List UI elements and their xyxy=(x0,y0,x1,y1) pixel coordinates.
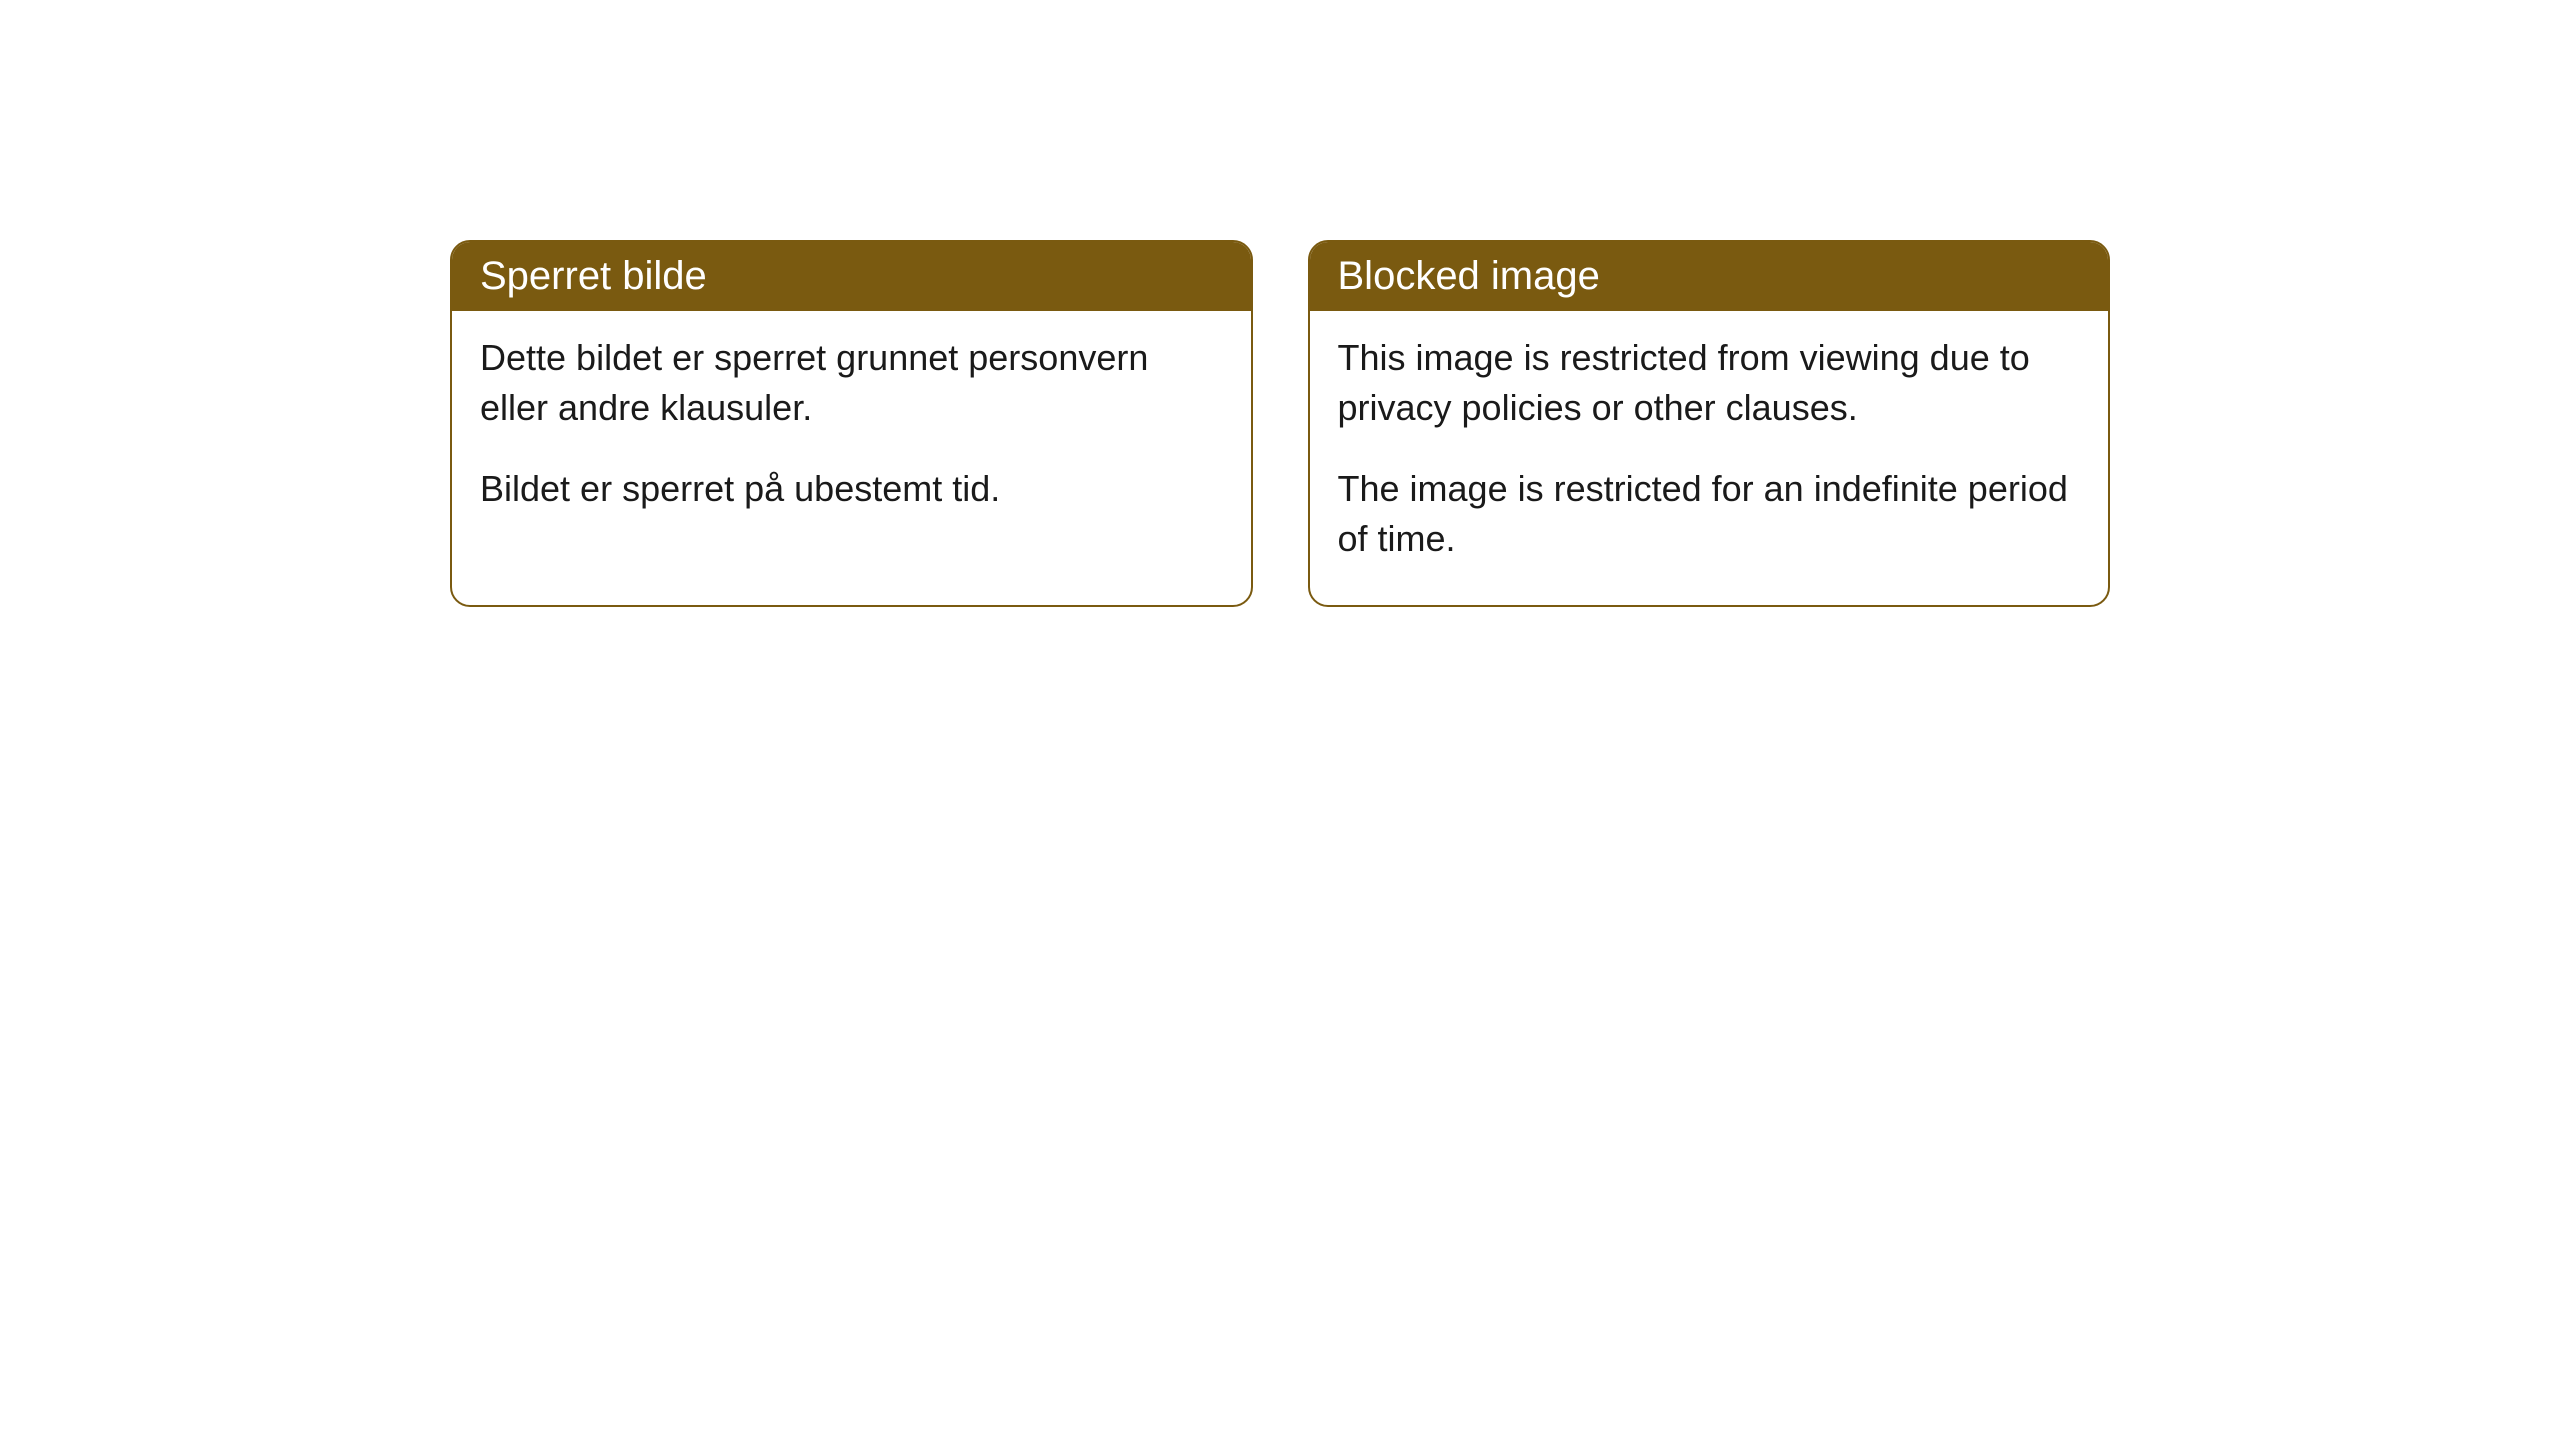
card-body: Dette bildet er sperret grunnet personve… xyxy=(452,311,1251,554)
notice-text-primary: This image is restricted from viewing du… xyxy=(1338,333,2081,434)
card-header: Blocked image xyxy=(1310,242,2109,311)
notice-text-primary: Dette bildet er sperret grunnet personve… xyxy=(480,333,1223,434)
notice-text-secondary: Bildet er sperret på ubestemt tid. xyxy=(480,464,1223,514)
notice-card-english: Blocked image This image is restricted f… xyxy=(1308,240,2111,607)
card-header: Sperret bilde xyxy=(452,242,1251,311)
notice-text-secondary: The image is restricted for an indefinit… xyxy=(1338,464,2081,565)
notice-cards-container: Sperret bilde Dette bildet er sperret gr… xyxy=(450,240,2110,607)
notice-card-norwegian: Sperret bilde Dette bildet er sperret gr… xyxy=(450,240,1253,607)
card-body: This image is restricted from viewing du… xyxy=(1310,311,2109,605)
